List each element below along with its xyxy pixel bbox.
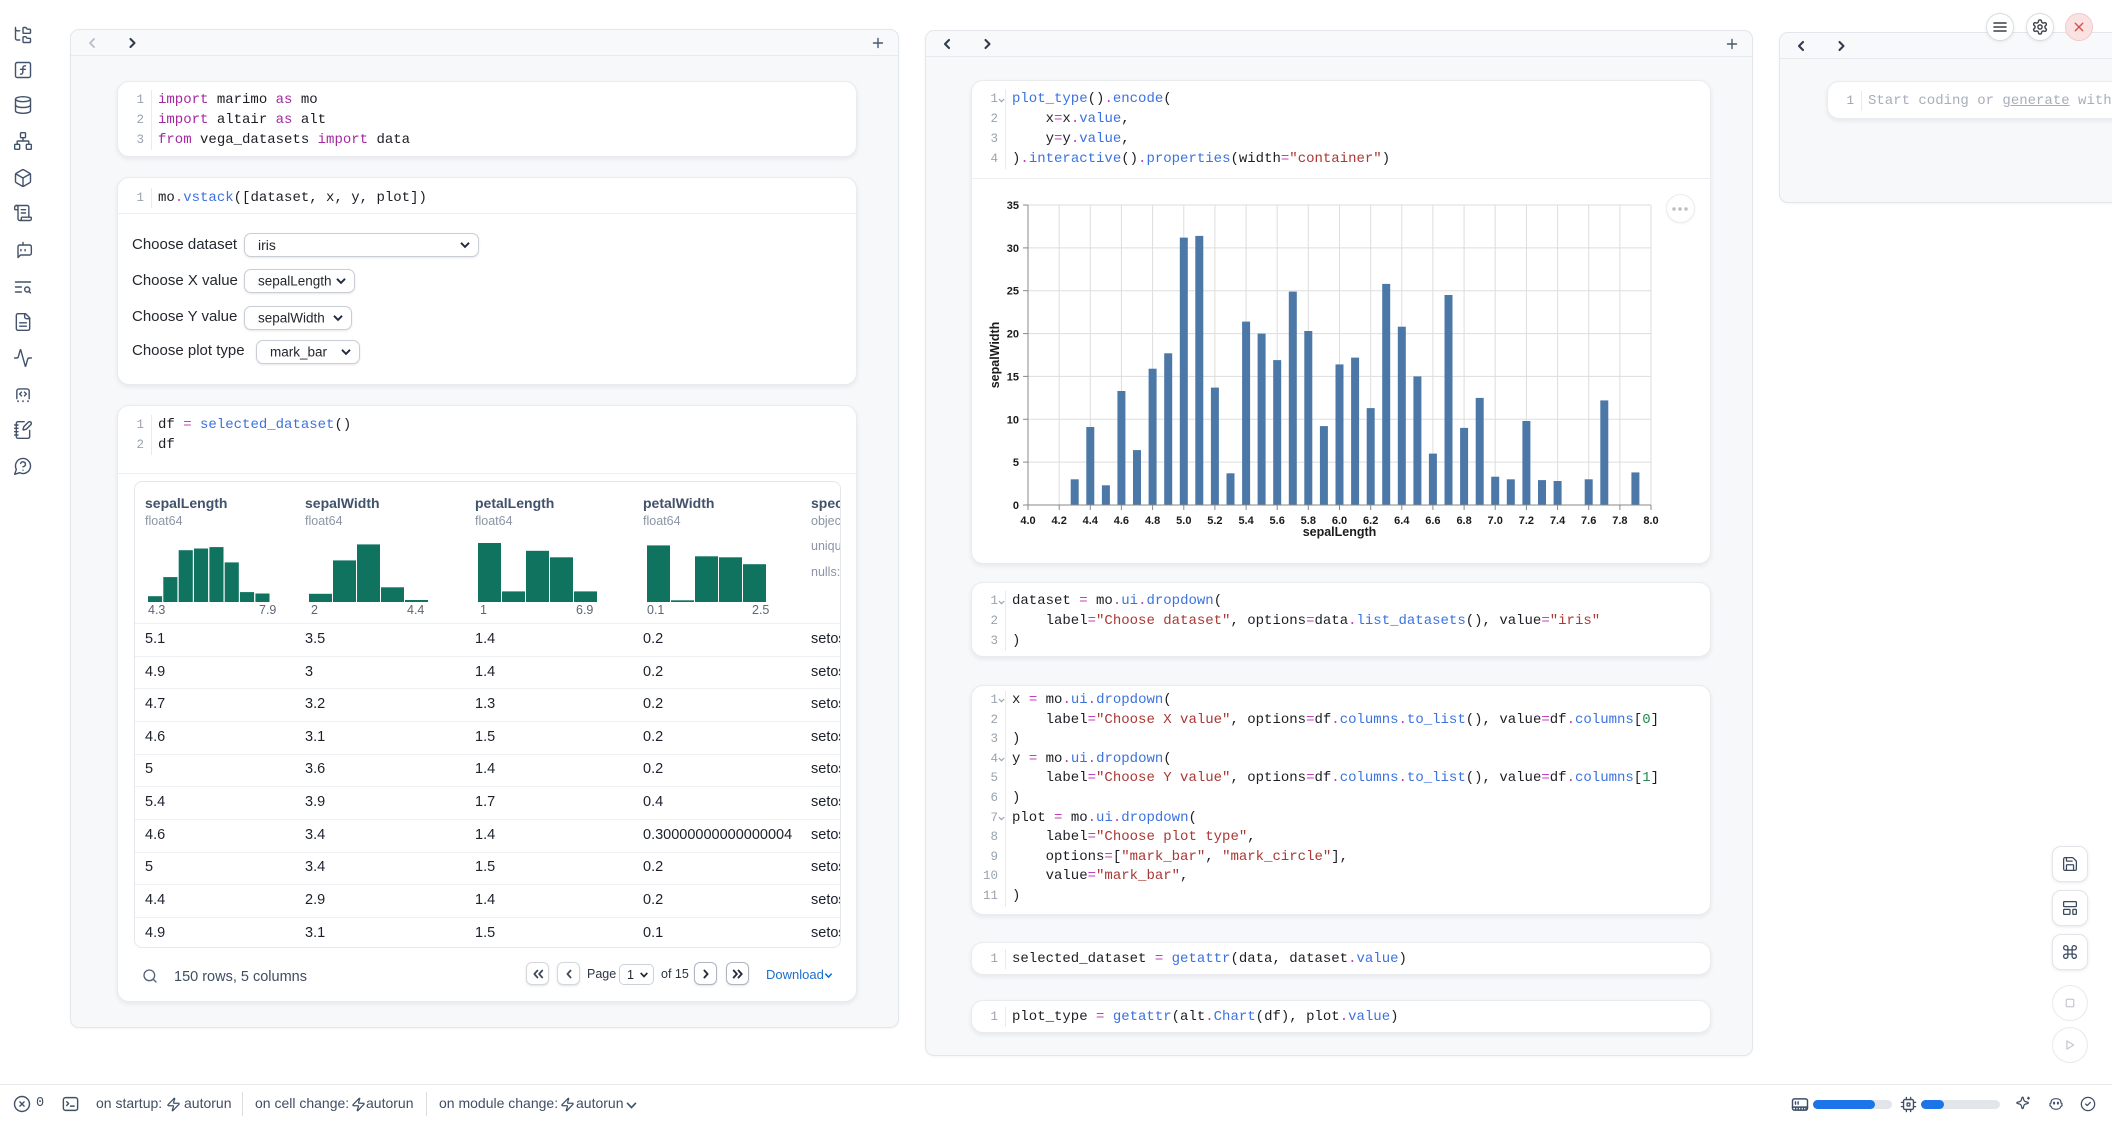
svg-text:6.0: 6.0 bbox=[1332, 515, 1347, 527]
svg-text:5.0: 5.0 bbox=[1176, 515, 1191, 527]
svg-text:0: 0 bbox=[1013, 500, 1019, 512]
svg-text:6.6: 6.6 bbox=[1425, 515, 1440, 527]
svg-text:7.4: 7.4 bbox=[1550, 515, 1566, 527]
svg-text:sepalWidth: sepalWidth bbox=[988, 322, 1002, 389]
svg-text:sepalLength: sepalLength bbox=[1303, 525, 1377, 539]
svg-text:7.0: 7.0 bbox=[1488, 515, 1503, 527]
svg-text:6.4: 6.4 bbox=[1394, 515, 1410, 527]
svg-text:4.8: 4.8 bbox=[1145, 515, 1160, 527]
svg-text:5: 5 bbox=[1013, 457, 1019, 469]
svg-text:8.0: 8.0 bbox=[1643, 515, 1658, 527]
svg-text:5.6: 5.6 bbox=[1270, 515, 1285, 527]
svg-text:25: 25 bbox=[1007, 286, 1019, 298]
svg-text:20: 20 bbox=[1007, 329, 1019, 341]
svg-text:4.6: 4.6 bbox=[1114, 515, 1129, 527]
svg-text:7.2: 7.2 bbox=[1519, 515, 1534, 527]
svg-text:5.2: 5.2 bbox=[1207, 515, 1222, 527]
svg-text:6.2: 6.2 bbox=[1363, 515, 1378, 527]
svg-text:4.2: 4.2 bbox=[1052, 515, 1067, 527]
svg-text:5.4: 5.4 bbox=[1238, 515, 1254, 527]
svg-text:30: 30 bbox=[1007, 243, 1019, 255]
svg-text:35: 35 bbox=[1007, 200, 1019, 212]
svg-text:4.4: 4.4 bbox=[1083, 515, 1099, 527]
svg-text:7.6: 7.6 bbox=[1581, 515, 1596, 527]
svg-text:15: 15 bbox=[1007, 371, 1019, 383]
svg-text:6.8: 6.8 bbox=[1456, 515, 1471, 527]
svg-text:10: 10 bbox=[1007, 414, 1019, 426]
svg-text:7.8: 7.8 bbox=[1612, 515, 1627, 527]
svg-text:5.8: 5.8 bbox=[1301, 515, 1316, 527]
svg-text:4.0: 4.0 bbox=[1020, 515, 1035, 527]
